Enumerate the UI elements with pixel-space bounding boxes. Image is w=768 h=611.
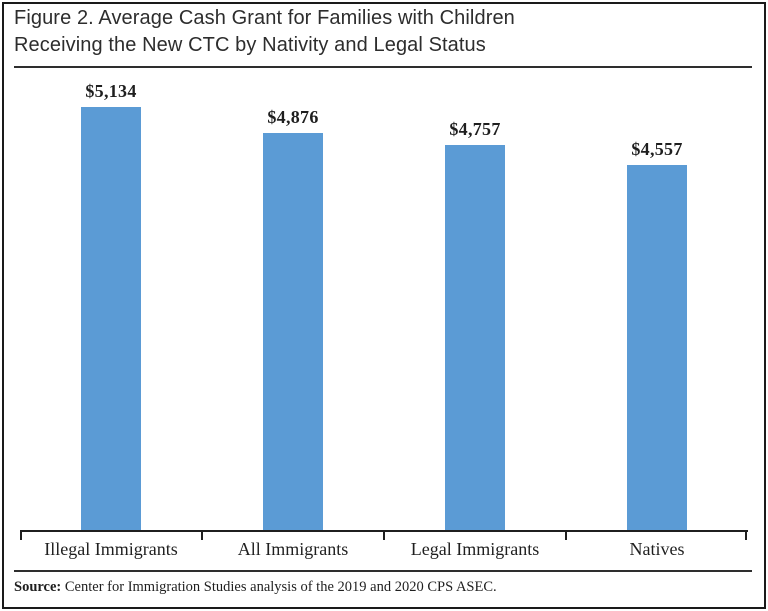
bar — [263, 133, 323, 532]
bar-value-label: $4,757 — [449, 119, 501, 139]
category-labels-row: Illegal Immigrants All Immigrants Legal Im… — [20, 538, 748, 560]
figure-title: Figure 2. Average Cash Grant for Familie… — [14, 5, 515, 59]
category-label: Illegal Immigrants — [44, 539, 178, 559]
bar — [445, 145, 505, 532]
x-axis-ticks — [20, 532, 748, 540]
bar-value-label: $5,134 — [85, 81, 137, 101]
source-text: Center for Immigration Studies analysis … — [61, 579, 497, 595]
axis-tick — [745, 532, 747, 540]
source-label: Source: — [14, 579, 62, 595]
category-label: Legal Immigrants — [410, 539, 540, 559]
bar-cell-3: $4,757 — [384, 68, 566, 532]
axis-tick — [201, 532, 203, 540]
bar-cell-4: $4,557 — [566, 68, 748, 532]
bar-cell-2: $4,876 — [202, 68, 384, 532]
title-divider — [14, 66, 752, 68]
figure-title-line2: Receiving the New CTC by Nativity and Le… — [14, 34, 486, 56]
bar — [627, 165, 687, 532]
category-label: Natives — [629, 539, 685, 559]
axis-tick — [383, 532, 385, 540]
x-axis-line — [20, 530, 748, 532]
source-divider — [14, 570, 752, 572]
axis-tick — [565, 532, 567, 540]
axis-tick — [20, 532, 22, 540]
bar-value-label: $4,557 — [631, 139, 683, 159]
bar-value-label: $4,876 — [267, 107, 319, 127]
figure-title-line1: Figure 2. Average Cash Grant for Familie… — [14, 7, 515, 29]
bar — [81, 107, 141, 532]
source-note: Source: Center for Immigration Studies a… — [14, 578, 752, 597]
category-label: All Immigrants — [237, 539, 349, 559]
bar-cell-1: $5,134 — [20, 68, 202, 532]
bar-chart-plot-area: $5,134 $4,876 $4,757 $4,557 — [20, 68, 748, 532]
